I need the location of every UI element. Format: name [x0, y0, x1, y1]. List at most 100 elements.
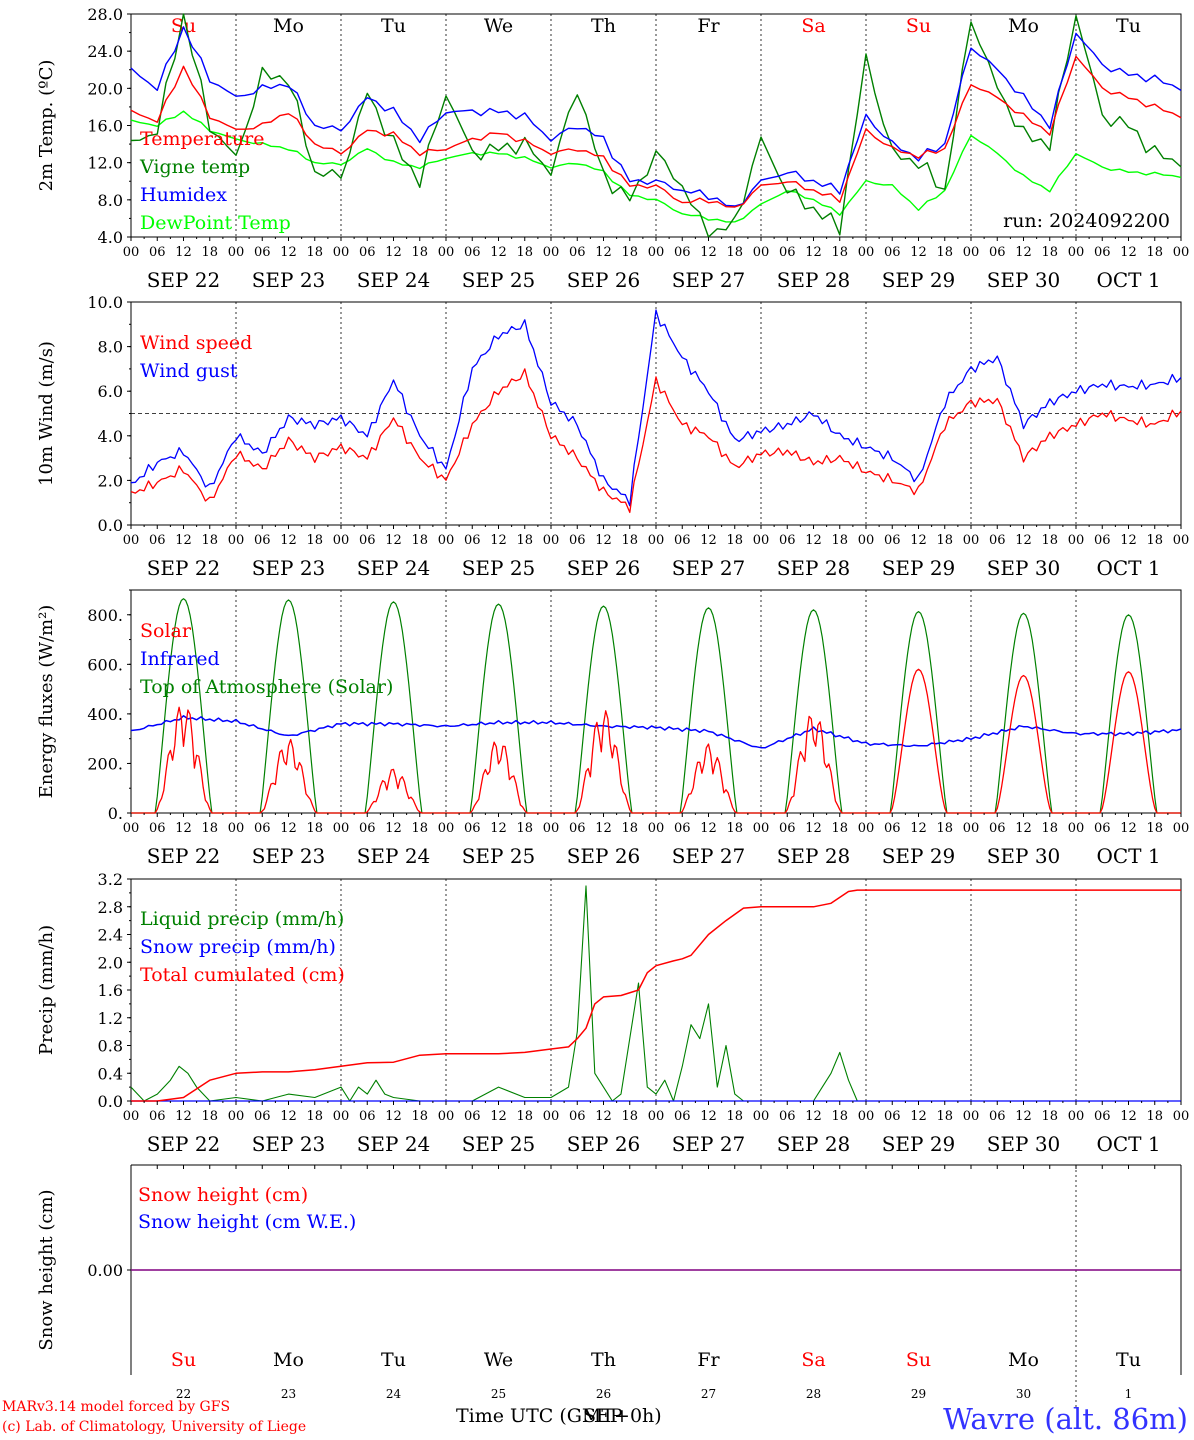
hour-label: 12 — [175, 533, 192, 548]
legend-entry: Temperature — [140, 128, 264, 150]
hour-label: 18 — [621, 245, 638, 260]
hour-label: 12 — [1015, 821, 1032, 836]
hour-label: 00 — [963, 245, 980, 260]
hour-label: 12 — [175, 1109, 192, 1124]
day-number-label: 28 — [806, 1387, 821, 1401]
hour-label: 06 — [674, 821, 691, 836]
weekday-label: Mo — [273, 1349, 304, 1371]
hour-label: 12 — [700, 533, 717, 548]
hour-label: 00 — [648, 245, 665, 260]
hour-label: 18 — [201, 821, 218, 836]
y-tick-label: 4.0 — [98, 228, 123, 247]
hour-label: 00 — [1068, 1109, 1085, 1124]
date-label: SEP 30 — [987, 268, 1061, 292]
hour-label: 00 — [1173, 533, 1190, 548]
hour-label: 12 — [280, 533, 297, 548]
hour-label: 00 — [753, 821, 770, 836]
legend-entry: DewPoint Temp — [140, 212, 291, 234]
weekday-label: Tu — [381, 1349, 406, 1371]
hour-label: 12 — [1015, 245, 1032, 260]
hour-label: 18 — [306, 533, 323, 548]
hour-label: 18 — [516, 1109, 533, 1124]
date-label: OCT 1 — [1096, 844, 1160, 868]
hour-label: 18 — [516, 821, 533, 836]
date-label: SEP 26 — [567, 1132, 641, 1156]
hour-label: 06 — [779, 1109, 796, 1124]
hour-label: 18 — [1041, 821, 1058, 836]
legend-entry: Top of Atmosphere (Solar) — [140, 676, 393, 698]
y-tick-label: 0.8 — [98, 1037, 123, 1056]
hour-label: 06 — [359, 821, 376, 836]
hour-label: 12 — [805, 821, 822, 836]
hour-label: 06 — [884, 533, 901, 548]
weekday-label: Mo — [1008, 1349, 1039, 1371]
day-number-label: 24 — [386, 1387, 402, 1401]
hour-label: 12 — [175, 245, 192, 260]
hour-label: 12 — [1015, 533, 1032, 548]
y-tick-label: 8.0 — [98, 191, 123, 210]
hour-label: 00 — [543, 1109, 560, 1124]
y-tick-label: 0.4 — [98, 1064, 123, 1083]
hour-label: 06 — [1094, 1109, 1111, 1124]
date-label: SEP 27 — [672, 556, 746, 580]
hour-label: 00 — [648, 1109, 665, 1124]
date-label: SEP 26 — [567, 268, 641, 292]
hour-label: 12 — [1120, 821, 1137, 836]
date-label: SEP 22 — [147, 268, 221, 292]
legend-entry: Snow precip (mm/h) — [140, 936, 336, 958]
hour-label: 06 — [464, 1109, 481, 1124]
hour-label: 00 — [228, 1109, 245, 1124]
hour-label: 00 — [438, 1109, 455, 1124]
date-label: SEP 29 — [882, 844, 956, 868]
y-tick-label: 2.0 — [98, 953, 123, 972]
hour-label: 06 — [779, 821, 796, 836]
hour-label: 12 — [490, 245, 507, 260]
y-axis-label-4: Precip (mm/h) — [36, 925, 57, 1055]
hour-label: 06 — [1094, 821, 1111, 836]
hour-label: 18 — [516, 533, 533, 548]
hour-label: 12 — [805, 533, 822, 548]
date-label: SEP 27 — [672, 844, 746, 868]
run-annotation: run: 2024092200 — [1003, 210, 1170, 232]
date-label: SEP 28 — [777, 556, 851, 580]
x-axis-title: Time UTC (GMT+0h) — [456, 1405, 662, 1427]
hour-label: 00 — [648, 821, 665, 836]
hour-label: 18 — [306, 245, 323, 260]
date-label: OCT 1 — [1096, 1132, 1160, 1156]
hour-label: 06 — [779, 533, 796, 548]
hour-label: 06 — [989, 821, 1006, 836]
hour-label: 06 — [569, 1109, 586, 1124]
series-line-wind-speed — [130, 368, 1182, 514]
hour-label: 06 — [989, 533, 1006, 548]
hour-label: 18 — [201, 245, 218, 260]
hour-label: 00 — [963, 821, 980, 836]
hour-label: 12 — [700, 821, 717, 836]
hour-label: 06 — [464, 821, 481, 836]
weekday-label: Tu — [1116, 15, 1141, 37]
date-label: SEP 29 — [882, 268, 956, 292]
y-tick-label: 0. — [108, 804, 123, 823]
hour-label: 00 — [753, 533, 770, 548]
hour-label: 12 — [1120, 245, 1137, 260]
hour-label: 00 — [753, 1109, 770, 1124]
hour-label: 06 — [359, 533, 376, 548]
date-label: SEP 30 — [987, 556, 1061, 580]
hour-label: 18 — [726, 533, 743, 548]
date-label: OCT 1 — [1096, 556, 1160, 580]
date-label: SEP 24 — [357, 268, 431, 292]
hour-label: 00 — [438, 245, 455, 260]
hour-label: 12 — [385, 533, 402, 548]
date-label: SEP 28 — [777, 1132, 851, 1156]
day-number-label: 25 — [491, 1387, 506, 1401]
legend-entry: Snow height (cm) — [138, 1184, 308, 1206]
hour-label: 00 — [1068, 245, 1085, 260]
hour-label: 12 — [280, 1109, 297, 1124]
y-tick-label: 400. — [87, 705, 123, 724]
hour-label: 12 — [595, 245, 612, 260]
hour-label: 12 — [1015, 1109, 1032, 1124]
day-number-label: 22 — [176, 1387, 191, 1401]
date-label: SEP 25 — [462, 556, 536, 580]
weekday-label: Tu — [1116, 1349, 1141, 1371]
date-label: SEP 23 — [252, 556, 326, 580]
date-label: SEP 24 — [357, 556, 431, 580]
